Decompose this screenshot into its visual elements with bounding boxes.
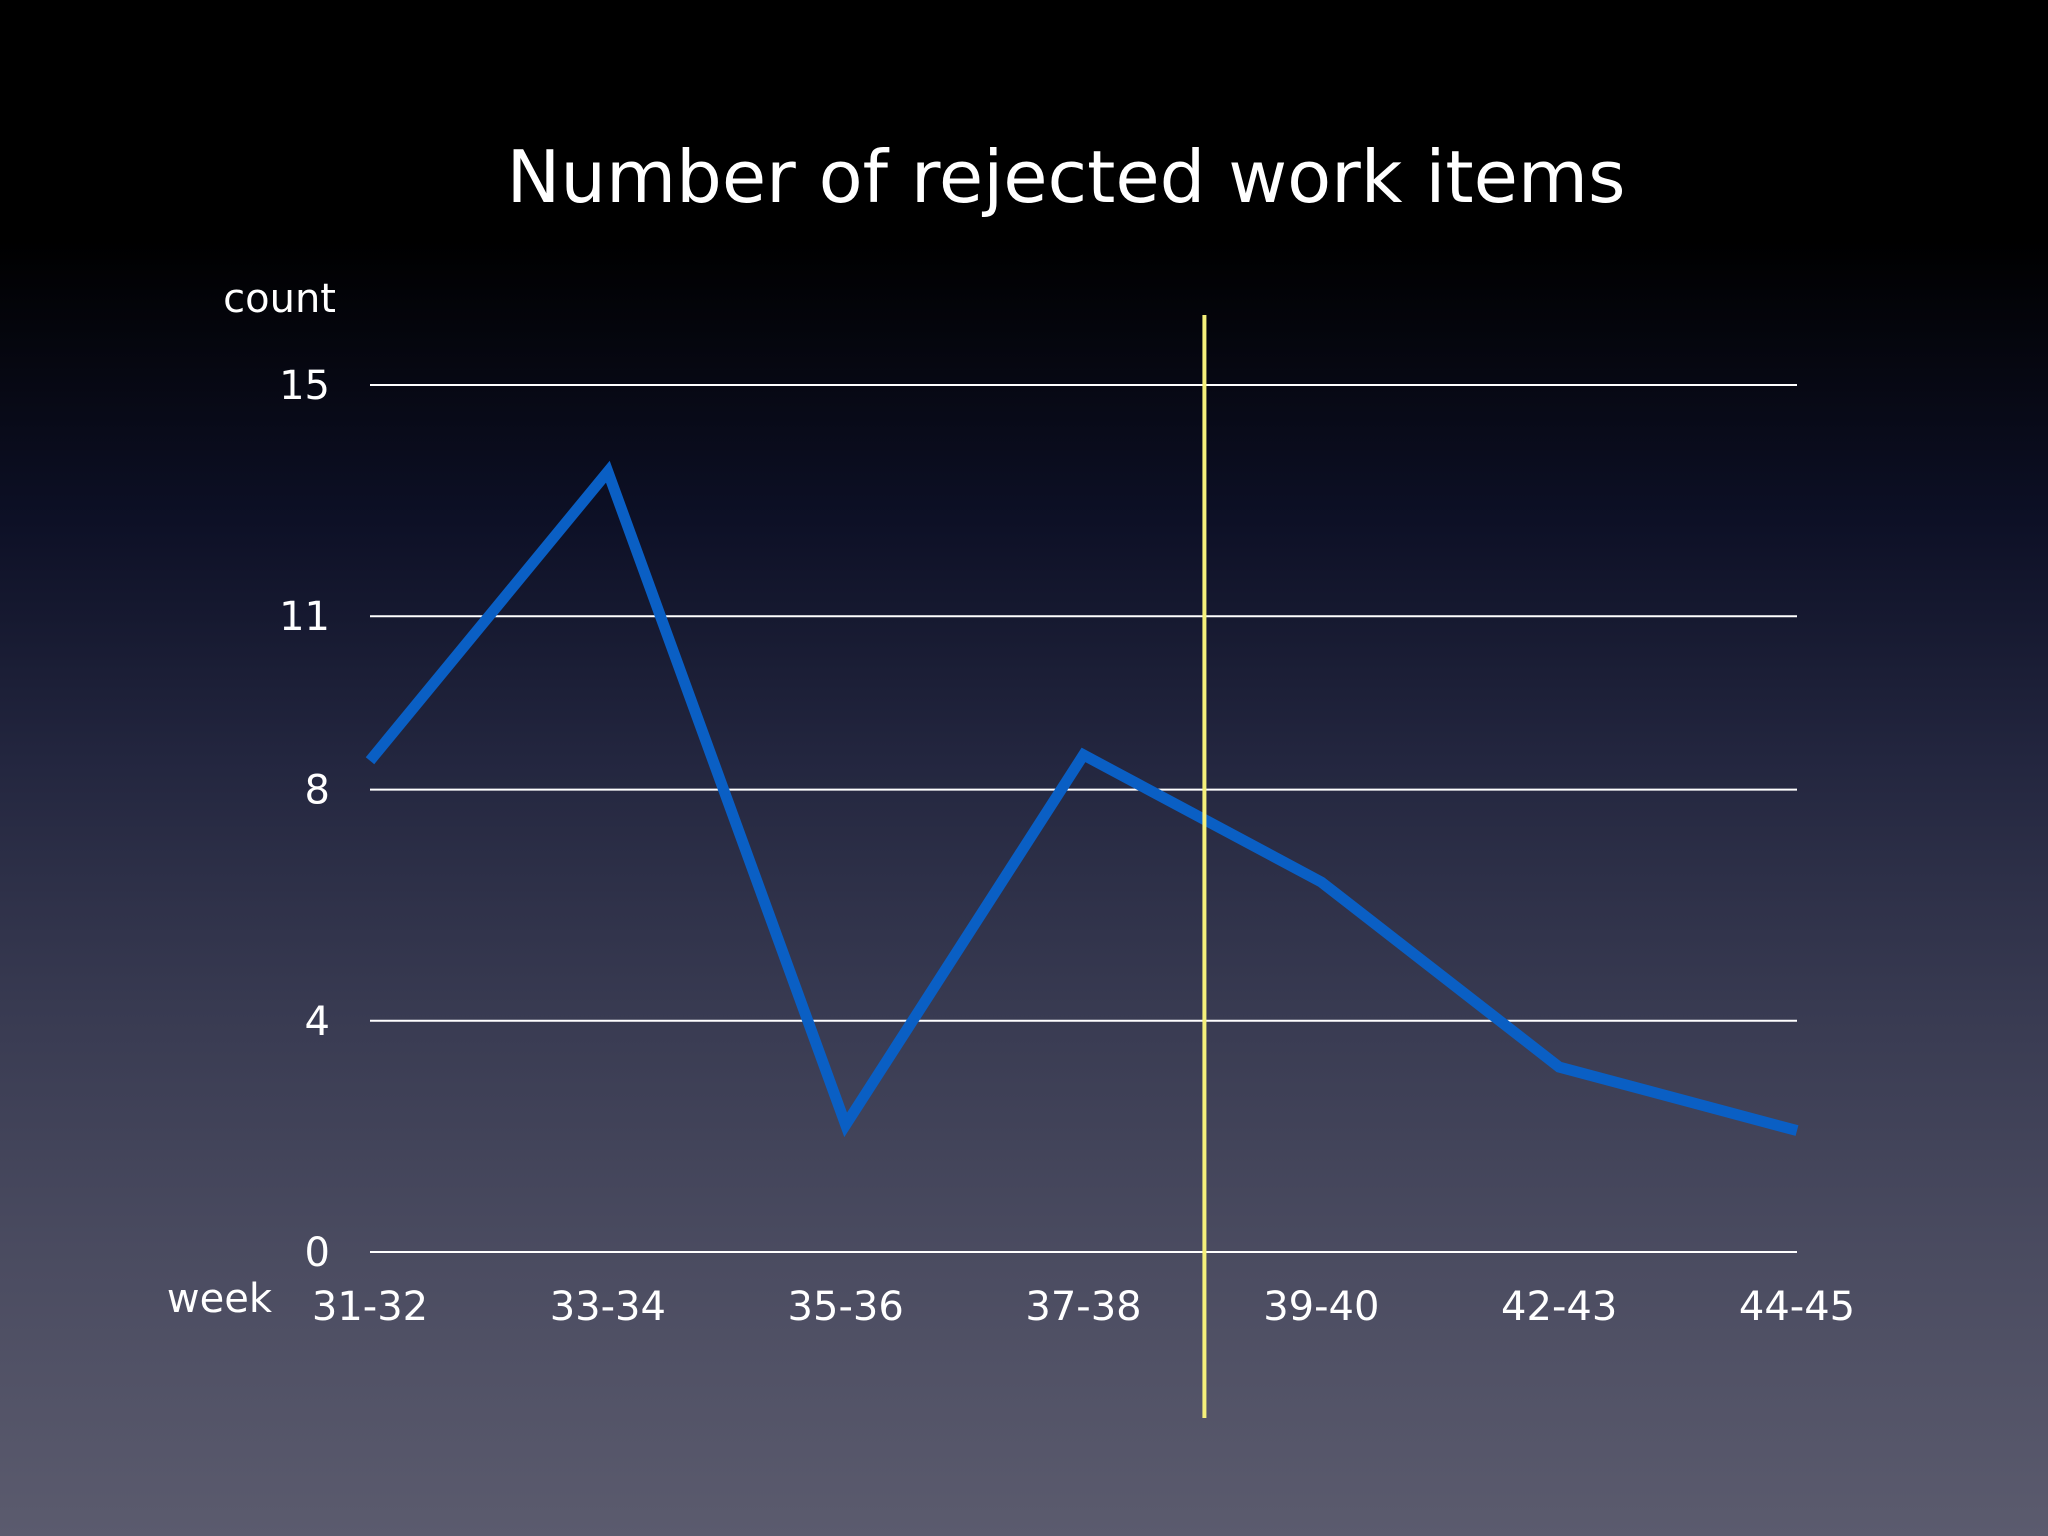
x-axis-label: week [167, 1276, 273, 1322]
x-tick-label: 35-36 [788, 1284, 904, 1330]
x-tick-label: 39-40 [1263, 1284, 1379, 1330]
x-tick-label: 33-34 [550, 1284, 666, 1330]
y-tick-label: 4 [305, 999, 330, 1045]
x-tick-label: 37-38 [1025, 1284, 1141, 1330]
y-tick-label: 15 [279, 363, 330, 409]
x-tick-label: 31-32 [312, 1284, 428, 1330]
y-tick-label: 0 [305, 1230, 330, 1276]
x-tick-labels: 31-32 33-34 35-36 37-38 39-40 42-43 44-45 [312, 1284, 1855, 1330]
x-tick-label: 42-43 [1501, 1284, 1617, 1330]
y-tick-label: 8 [305, 768, 330, 814]
gridlines [370, 384, 1797, 1253]
y-tick-label: 11 [279, 594, 330, 640]
series-line [365, 460, 1799, 1138]
chart-title: Number of rejected work items [506, 135, 1625, 219]
x-tick-label: 44-45 [1739, 1284, 1855, 1330]
y-tick-labels: 0 4 8 11 15 [279, 363, 330, 1276]
y-axis-label: count [223, 276, 336, 322]
series-lines [365, 460, 1799, 1138]
